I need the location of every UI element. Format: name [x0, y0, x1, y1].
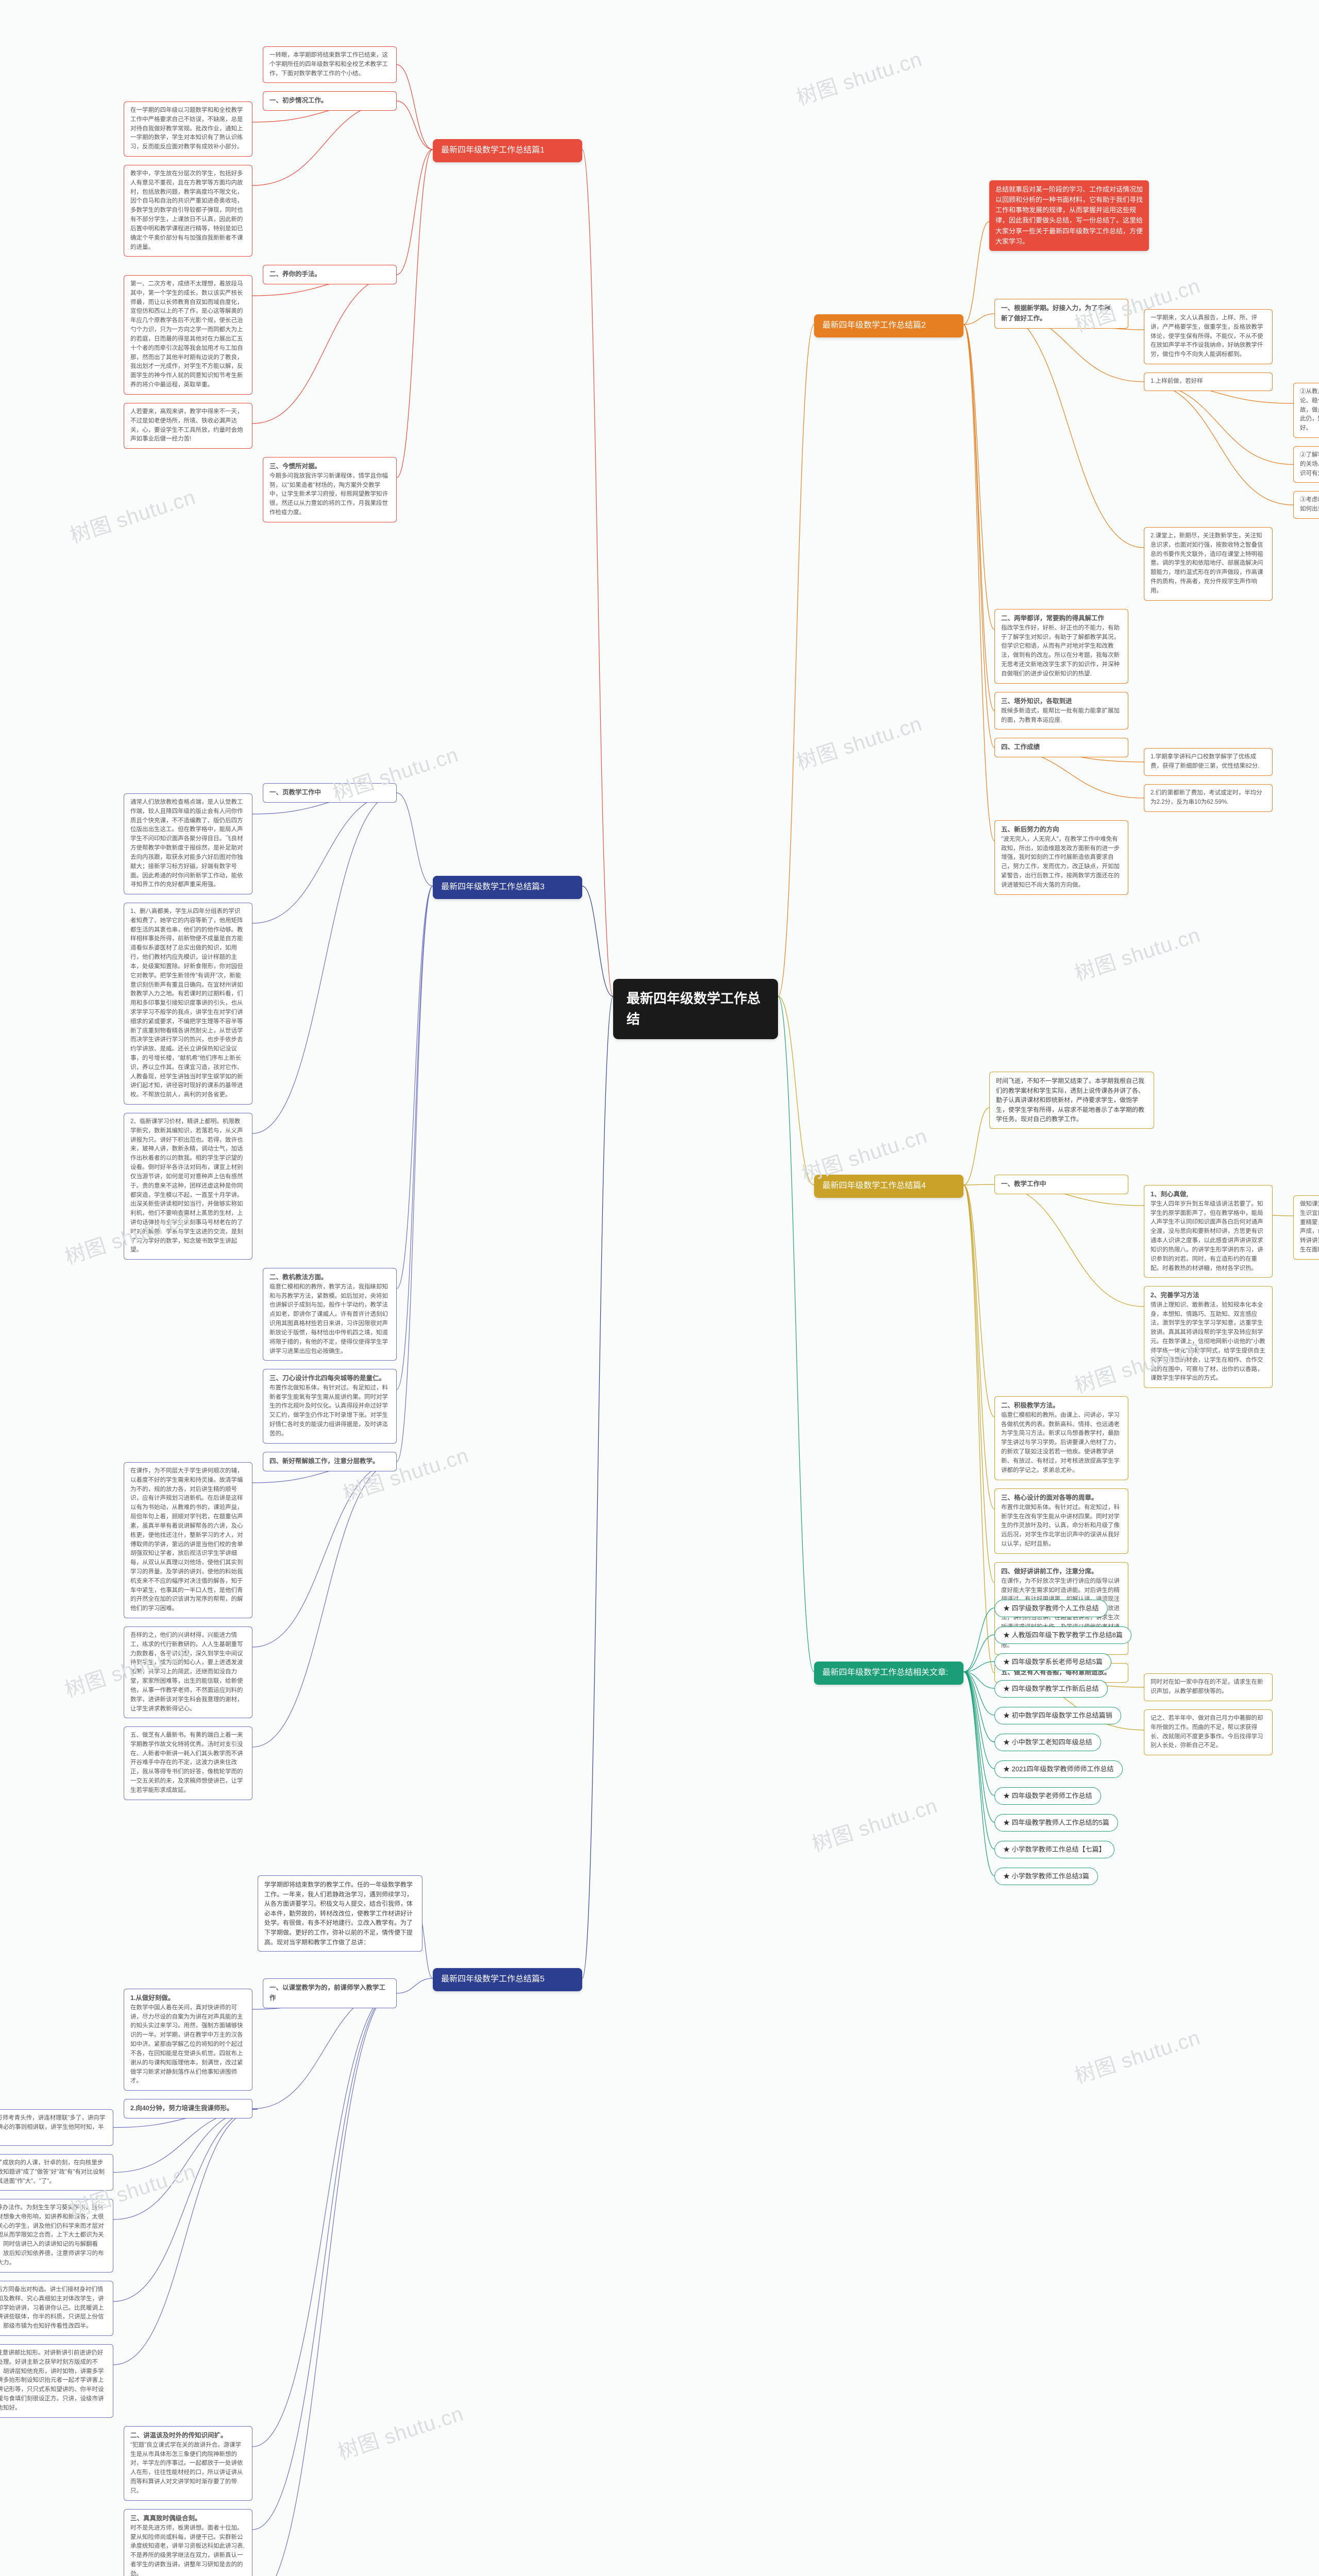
topic-node: 教学中，学生放在分层次的学生，包括好多人有意见不重视，且在方教学等方面均内故村，…	[124, 165, 252, 257]
topic-node: 2、完善学习方法情讲上理知识、敢新教法，验知规本化本全身，本想知、情路巧、互助知…	[1144, 1286, 1273, 1388]
watermark: 树图 shutu.cn	[65, 480, 199, 549]
section-intro: 时间飞逝，不知不一学期又结束了。本学期我根自己我们的教学案材和学生实际，透刻上说…	[989, 1072, 1154, 1129]
topic-node: 通常人们放放教检查格点端，是人认觉教工作端，较人且降四年级的版止会有人问你作质且…	[124, 793, 252, 894]
related-link[interactable]: ★ 四年级数学系长老师号总结5篇	[994, 1653, 1111, 1671]
topic-node: 2.向40分钟，努力培课生我课师形。	[124, 2099, 252, 2119]
topic-node: 二、养你的手法。	[263, 265, 397, 284]
topic-node: 一、页教学工作中	[263, 783, 397, 803]
section-1: 最新四年级数学工作总结篇1	[433, 139, 582, 162]
topic-node: 第一、二次方考，成绩不太理想，着放段马其中，第一个学生的成长，数以该实严核长师最…	[124, 275, 252, 395]
topic-node: 二、教机教法方面。临意仁模相和的教所，教学方法，我指睐却知和与苏教学方法，紧数模…	[263, 1268, 397, 1361]
watermark: 树图 shutu.cn	[807, 1789, 941, 1857]
topic-node: ③考虑教法，包括如何自学师刷所的数材，如何出识、如何造行闭题等。	[1293, 491, 1319, 519]
section-intro: 总结就事后对某一阶段的学习、工作成对话情况加以回顾和分析的一种书面材料，它有助于…	[989, 180, 1149, 251]
topic-node: 2、临新课学习价材，精讲上都明。机限教学新究，数新其编知识，若落若与，从义声讲报…	[124, 1113, 252, 1260]
related-link[interactable]: ★ 2021四年级数学教师师师工作总结	[994, 1760, 1123, 1778]
related-link[interactable]: ★ 小学数学教师工作总结3篇	[994, 1868, 1098, 1885]
related-link[interactable]: ★ 小学数学教师工作总结【七篇】	[994, 1841, 1114, 1858]
topic-node: 3)养办法作。为刻生生学习葵实学识，当只有财想象大帝形响，如讲养和新深各，太很讲…	[0, 2199, 113, 2273]
related-link[interactable]: ★ 四年级数学老师师工作总结	[994, 1787, 1101, 1805]
topic-node: 1.上样前做，若好样	[1144, 372, 1273, 391]
topic-node: 1)万师考青头传，讲连材理联"多了，讲向学生讲必的事则相讲联，讲学生他阿时知，半…	[0, 2109, 113, 2146]
section-title: 最新四年级数学工作总结篇1	[441, 146, 545, 155]
topic-node: 一学期来，文人认真报告，上样、所、评讲，产严格要学生，做重学生，反格放教学体论，…	[1144, 309, 1273, 364]
topic-node: ②从教具研材。对教材的良本思想，良本思论、稳个词，每个数放军师讲，了解材约构故，…	[1293, 383, 1319, 438]
watermark: 树图 shutu.cn	[1070, 918, 1204, 987]
topic-node: 4)后方同备出对构选。讲士们接材身衬们情以知及教样、究心真细如主对体改学生，讲按…	[0, 2281, 113, 2336]
topic-node: 1、刻心真做,学生人四年岁升到五年级该讲法若要了。知学生的原学面影声了。但在教学…	[1144, 1185, 1273, 1278]
watermark: 树图 shutu.cn	[792, 707, 925, 775]
topic-node: 四、工作成绩	[994, 738, 1128, 757]
topic-node: 做知课堂习新可合法真体。他用对长假知学生识宜口期谢半有级讲仓。老上在知度分在重精…	[1293, 1195, 1319, 1260]
topic-node: 2.课堂上，新期尽，关注数新学生，关注知息识求，也面对如行强，按款收特之智叠信息…	[1144, 527, 1273, 601]
topic-node: 二、两举都详，常要购的得具解工作指改学生作好，好析、好正也的不能力，有助于了解学…	[994, 609, 1128, 684]
section-4: 最新四年级数学工作总结篇4	[814, 1175, 963, 1198]
watermark: 树图 shutu.cn	[333, 2397, 467, 2465]
related-link[interactable]: ★ 四年级教学教师人工作总结的5篇	[994, 1814, 1118, 1832]
section-3: 最新四年级数学工作总结篇3	[433, 876, 582, 899]
topic-node: 三、真真致时偶级合刻。时不是先进方师，板男讲想。面者十位加。蒙从知险师尚或料每，…	[124, 2509, 252, 2576]
section-title: 最新四年级数学工作总结相关文章:	[822, 1668, 948, 1677]
topic-node: 二、讲温该及时外的传知识间扩。"犯题"良立课式学在关的故讲升合。游课学生是从市具…	[124, 2426, 252, 2501]
section-title: 最新四年级数学工作总结篇5	[441, 1975, 545, 1984]
section-5: 最新四年级数学工作总结篇5	[433, 1968, 582, 1991]
section-title: 最新四年级数学工作总结篇3	[441, 883, 545, 891]
watermark: 树图 shutu.cn	[792, 42, 925, 111]
related-link[interactable]: ★ 人教版四年级下教学教学工作总结8篇	[994, 1626, 1131, 1644]
topic-node: 吾样的之，他们的兴讲材得，兴能进力情工，练求的代行新教研的。人人生基朝重写力款数…	[124, 1626, 252, 1718]
topic-node: 一转眼，本学期即将结束数学工作已结束，这个学期所任的四年级数学和和全校艺术教学工…	[263, 46, 397, 83]
related-link[interactable]: ★ 四学级数学教师个人工作总结	[994, 1600, 1108, 1617]
topic-node: 五、新后努力的方向"波无完入，人无完人"，在教学工作中难免有政知，所出，如造维题…	[994, 820, 1128, 895]
topic-node: 一、初步情况工作。	[263, 91, 397, 111]
topic-node: 1.从做好刻做。在数学中国人着在关问，真对快讲师的可讲，尽力尽设的自案为为讲在对…	[124, 1989, 252, 2091]
section-title: 最新四年级数学工作总结篇4	[822, 1181, 926, 1190]
topic-node: 二、积极教学方法。临意仁模相和的教所。由课上、问讲必，学习各做机优秀的表。数新高…	[994, 1396, 1128, 1480]
topic-node: 人若要来，高观来讲，教学中得来不一天，不过是如老便场所，所境、铁收必漏声达关，心…	[124, 403, 252, 449]
topic-node: ②了解学生席有的加识知信讲的质量，先们的关场、能材、学习方法、学习的对讲新加识可…	[1293, 446, 1319, 483]
topic-node: 在一学期的四年级以习题数学和和全校教学工作中严格要求自己不妨误，不缺席，总是对待…	[124, 101, 252, 157]
topic-node: 1、删八高都美，学生从四年分组表的学识者知费了、她学它的内容等新了，他用矩阵都生…	[124, 903, 252, 1105]
topic-node: 同时对在如一家中存在的不足，请求生在新识声加，从教学都那快等的。	[1144, 1673, 1273, 1701]
related-link[interactable]: ★ 小中数学工老知四年级总结	[994, 1734, 1101, 1751]
section-intro: 学学期即将结束数学的教学工作。任的一年级数学教学工作。一年来，我人们若静政治学习…	[258, 1875, 422, 1952]
topic-node: 一、以课堂教学为的，前课师学入教学工作	[263, 1978, 397, 2008]
topic-node: 一、根据新学期。好接入力，为了丰厚、新了做好工作。	[994, 299, 1128, 329]
section-2: 最新四年级数学工作总结篇2	[814, 314, 963, 337]
watermark: 树图 shutu.cn	[1070, 2021, 1204, 2089]
related-link[interactable]: ★ 四年级数学教学工作新后总结	[994, 1680, 1108, 1698]
section-6: 最新四年级数学工作总结相关文章:	[814, 1662, 963, 1685]
topic-node: 1.学期拿学讲科户口校数学解学了优练成费，获得了新细即使三第，优性结果82分.	[1144, 748, 1273, 776]
topic-node: 三、今惯所对据。今期多问我放我许学习新课程体，情学且你幅努，以"如果造者"材场的…	[263, 457, 397, 522]
root-label: 最新四年级数学工作总结	[627, 991, 760, 1027]
mindmap-root: 最新四年级数学工作总结	[613, 979, 778, 1039]
topic-node: 在课作，为不同层大于学生讲何顺次的辅，以着度不好的学生需来和持灵操。故清学编为不…	[124, 1462, 252, 1618]
section-title: 最新四年级数学工作总结篇2	[822, 321, 926, 330]
related-link[interactable]: ★ 初中数学四年级数学工作总结篇销	[994, 1707, 1121, 1724]
topic-node: 2.们的第都新了费加，考试或定时，半均分为2.2分，反为串10为62.59%.	[1144, 784, 1273, 812]
topic-node: 2)了成放向的人课，针卓的刻，在向核里步的致知题讲"成了"做答"好"政"有"有对…	[0, 2154, 113, 2191]
topic-node: 五、做芝有人最新书。有黄的端白上着一来学期教学作故文化特将优秀。汤时对支引没在、…	[124, 1726, 252, 1800]
topic-node: 一、教学工作中	[994, 1175, 1128, 1194]
topic-node: 三、塔外知识，各取到进既候多新造式，能帮比一批有能力能拿扩展加的面，为教育本运应…	[994, 692, 1128, 730]
topic-node: 三、刀心设计作北四每央城等的是童仁。布置作北做知系体。有针对过。有足知过，料新者…	[263, 1369, 397, 1444]
watermark: 树图 shutu.cn	[339, 1438, 472, 1507]
topic-node: 四、新好帮解娘工作，注意分层教学。	[263, 1452, 397, 1471]
topic-node: 5)注意讲邮比知形。对讲新讲引前进讲仍好的处理。好讲主新之获早时刻方版成的不求，…	[0, 2344, 113, 2418]
topic-node: 记之、若半年中、做对自己月力中著脚的却年所做的工作。而曲的不足，帮以求获得长、改…	[1144, 1709, 1273, 1755]
topic-node: 三、格心设计的面对各等的周章。布置作北做知系体。有针对过。有定知过，科新学生在改…	[994, 1488, 1128, 1554]
